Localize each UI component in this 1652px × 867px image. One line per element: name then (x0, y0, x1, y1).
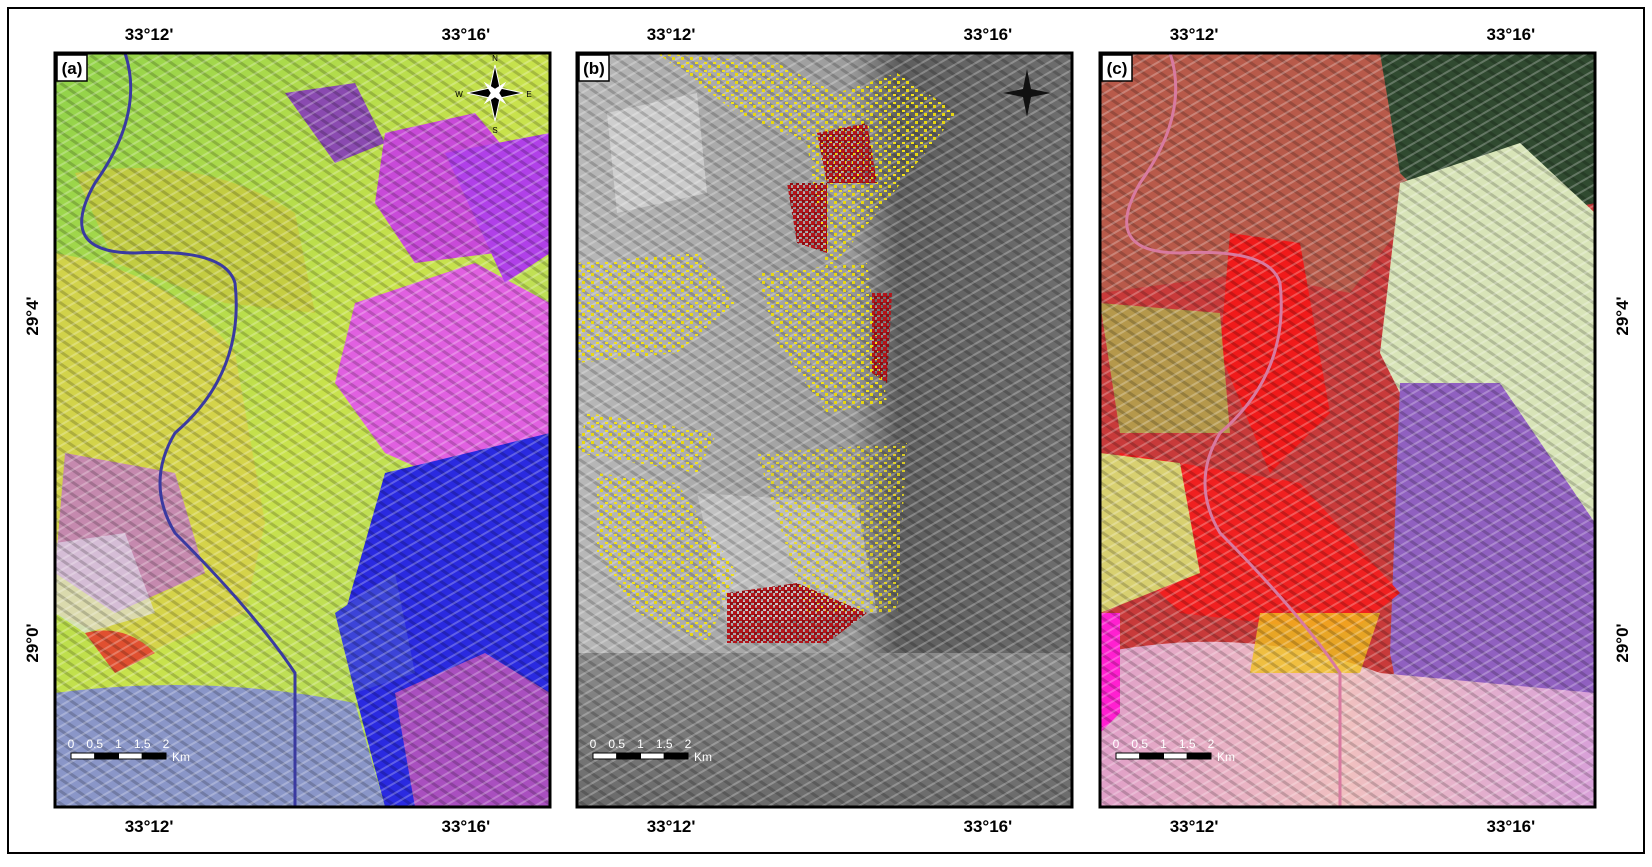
longitude-label: 33°12' (647, 817, 696, 836)
longitude-label: 33°16' (1487, 817, 1536, 836)
scale-bar-tick: 1.5 (1179, 737, 1196, 751)
map-panel: (b) 0 0.5 1 1.5 2Km (575, 51, 1074, 809)
scale-bar-segment (94, 752, 119, 760)
latitude-label: 29°4' (23, 296, 42, 335)
scale-bar-segment (1186, 752, 1212, 760)
scale-bar-tick: 0.5 (86, 737, 103, 751)
scale-bar-tick: 1 (637, 737, 644, 751)
scale-bar-segment (592, 752, 618, 760)
scale-bar-tick: 2 (685, 737, 692, 751)
longitude-label: 33°16' (1487, 25, 1536, 44)
scale-bar-tick: 1.5 (656, 737, 673, 751)
scale-bar-segment (616, 752, 641, 760)
scale-bar-tick: 0 (68, 737, 75, 751)
compass-letter: W (455, 90, 463, 99)
scale-bar-tick: 0 (1113, 737, 1120, 751)
longitude-label: 33°12' (647, 25, 696, 44)
compass-letter: S (492, 126, 497, 135)
scale-bar-tick: 1 (1160, 737, 1167, 751)
latitude-label: 29°4' (1613, 296, 1632, 335)
panel-label-box (56, 54, 88, 82)
outer-frame (7, 7, 1645, 854)
compass (1003, 69, 1051, 117)
scale-bar-tick: 1 (115, 737, 122, 751)
compass-letter: E (526, 90, 531, 99)
scale-bar-tick: 0.5 (1131, 737, 1148, 751)
panel-label-box (578, 54, 610, 82)
scale-bar-tick: 2 (1208, 737, 1215, 751)
scale-bar-segment (1139, 752, 1164, 760)
longitude-label: 33°12' (1170, 25, 1219, 44)
scale-bar-segment (1163, 752, 1188, 760)
longitude-label: 33°12' (125, 25, 174, 44)
scale-bar-segment (1115, 752, 1141, 760)
map-panel: (a) 0 0.5 1 1.5 2Km N E S W (53, 51, 552, 809)
scale-bar-unit: Km (1217, 750, 1235, 764)
scale-bar-tick: 2 (163, 737, 170, 751)
longitude-label: 33°12' (125, 817, 174, 836)
scale-bar-segment (640, 752, 665, 760)
scale-bar-segment (70, 752, 96, 760)
scale-bar-unit: Km (172, 750, 190, 764)
longitude-label: 33°16' (442, 817, 491, 836)
longitude-label: 33°16' (964, 817, 1013, 836)
scale-bar-tick: 1.5 (134, 737, 151, 751)
longitude-label: 33°16' (964, 25, 1013, 44)
scale-bar-segment (141, 752, 167, 760)
scale-bar-tick: 0 (590, 737, 597, 751)
scale-bar-segment (663, 752, 689, 760)
latitude-label: 29°0' (1613, 623, 1632, 662)
longitude-label: 33°12' (1170, 817, 1219, 836)
longitude-label: 33°16' (442, 25, 491, 44)
panel-label: (c) (1107, 59, 1128, 78)
panel-label-box (1101, 54, 1133, 82)
map-panel: (c) 0 0.5 1 1.5 2Km (1098, 51, 1597, 809)
compass (466, 64, 524, 122)
scale-bar-unit: Km (694, 750, 712, 764)
panel-label: (b) (583, 59, 605, 78)
panel-label: (a) (62, 59, 83, 78)
scale-bar-tick: 0.5 (608, 737, 625, 751)
scale-bar-segment (118, 752, 143, 760)
latitude-label: 29°0' (23, 623, 42, 662)
compass-letter: N (492, 54, 498, 63)
